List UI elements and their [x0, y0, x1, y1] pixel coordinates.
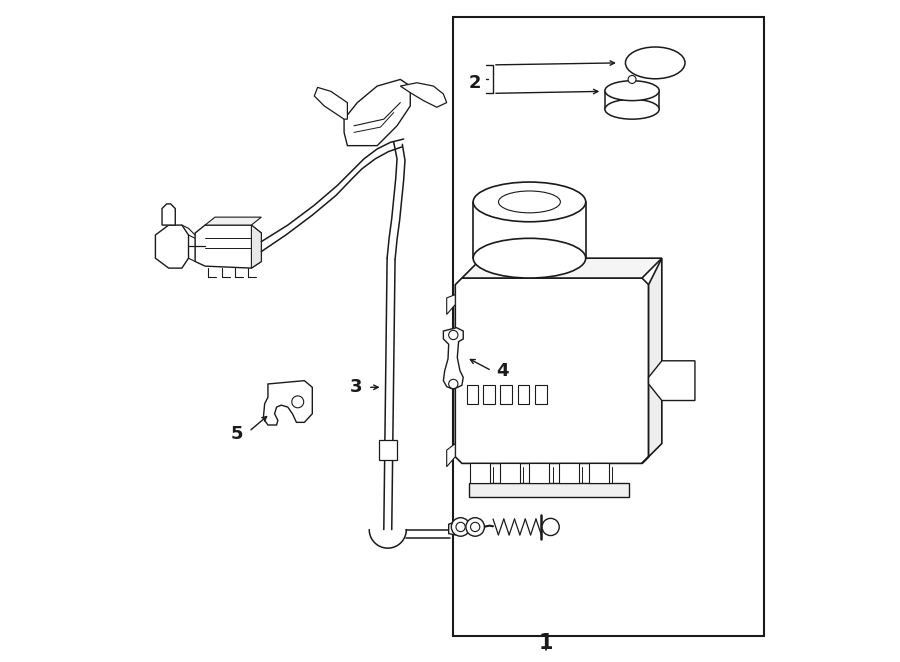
Text: 4: 4	[496, 361, 508, 380]
Ellipse shape	[473, 182, 586, 222]
Polygon shape	[455, 278, 649, 463]
Polygon shape	[462, 258, 662, 278]
Bar	[500, 463, 519, 483]
Bar	[483, 385, 495, 404]
Bar	[518, 385, 529, 404]
Circle shape	[451, 518, 470, 536]
Ellipse shape	[473, 238, 586, 278]
Circle shape	[542, 518, 559, 536]
Ellipse shape	[605, 81, 659, 101]
Polygon shape	[444, 328, 464, 389]
Polygon shape	[251, 225, 261, 268]
Bar	[589, 463, 609, 483]
Polygon shape	[205, 217, 261, 225]
Polygon shape	[195, 225, 261, 268]
Polygon shape	[469, 483, 629, 496]
Bar	[500, 385, 512, 404]
Polygon shape	[400, 83, 446, 107]
Bar	[470, 463, 490, 483]
Polygon shape	[264, 381, 312, 425]
Polygon shape	[344, 79, 410, 146]
Circle shape	[471, 522, 480, 532]
Polygon shape	[649, 361, 695, 401]
Bar	[454, 17, 764, 636]
Text: 2: 2	[469, 73, 482, 92]
Polygon shape	[446, 444, 455, 467]
Circle shape	[628, 75, 636, 83]
Polygon shape	[446, 295, 455, 314]
Bar	[466, 385, 479, 404]
Polygon shape	[379, 440, 397, 460]
Ellipse shape	[499, 191, 561, 213]
Circle shape	[466, 518, 484, 536]
Polygon shape	[156, 225, 188, 268]
Polygon shape	[162, 204, 176, 225]
Text: 3: 3	[350, 378, 363, 397]
Polygon shape	[314, 87, 347, 119]
Bar	[559, 463, 579, 483]
Circle shape	[456, 522, 465, 532]
Ellipse shape	[605, 99, 659, 119]
Polygon shape	[642, 258, 662, 463]
Circle shape	[449, 379, 458, 389]
Text: 1: 1	[539, 634, 554, 653]
Ellipse shape	[626, 47, 685, 79]
Polygon shape	[449, 520, 470, 535]
Circle shape	[449, 330, 458, 340]
Bar	[529, 463, 549, 483]
Circle shape	[292, 396, 303, 408]
Bar	[535, 385, 546, 404]
Text: 5: 5	[231, 424, 244, 443]
